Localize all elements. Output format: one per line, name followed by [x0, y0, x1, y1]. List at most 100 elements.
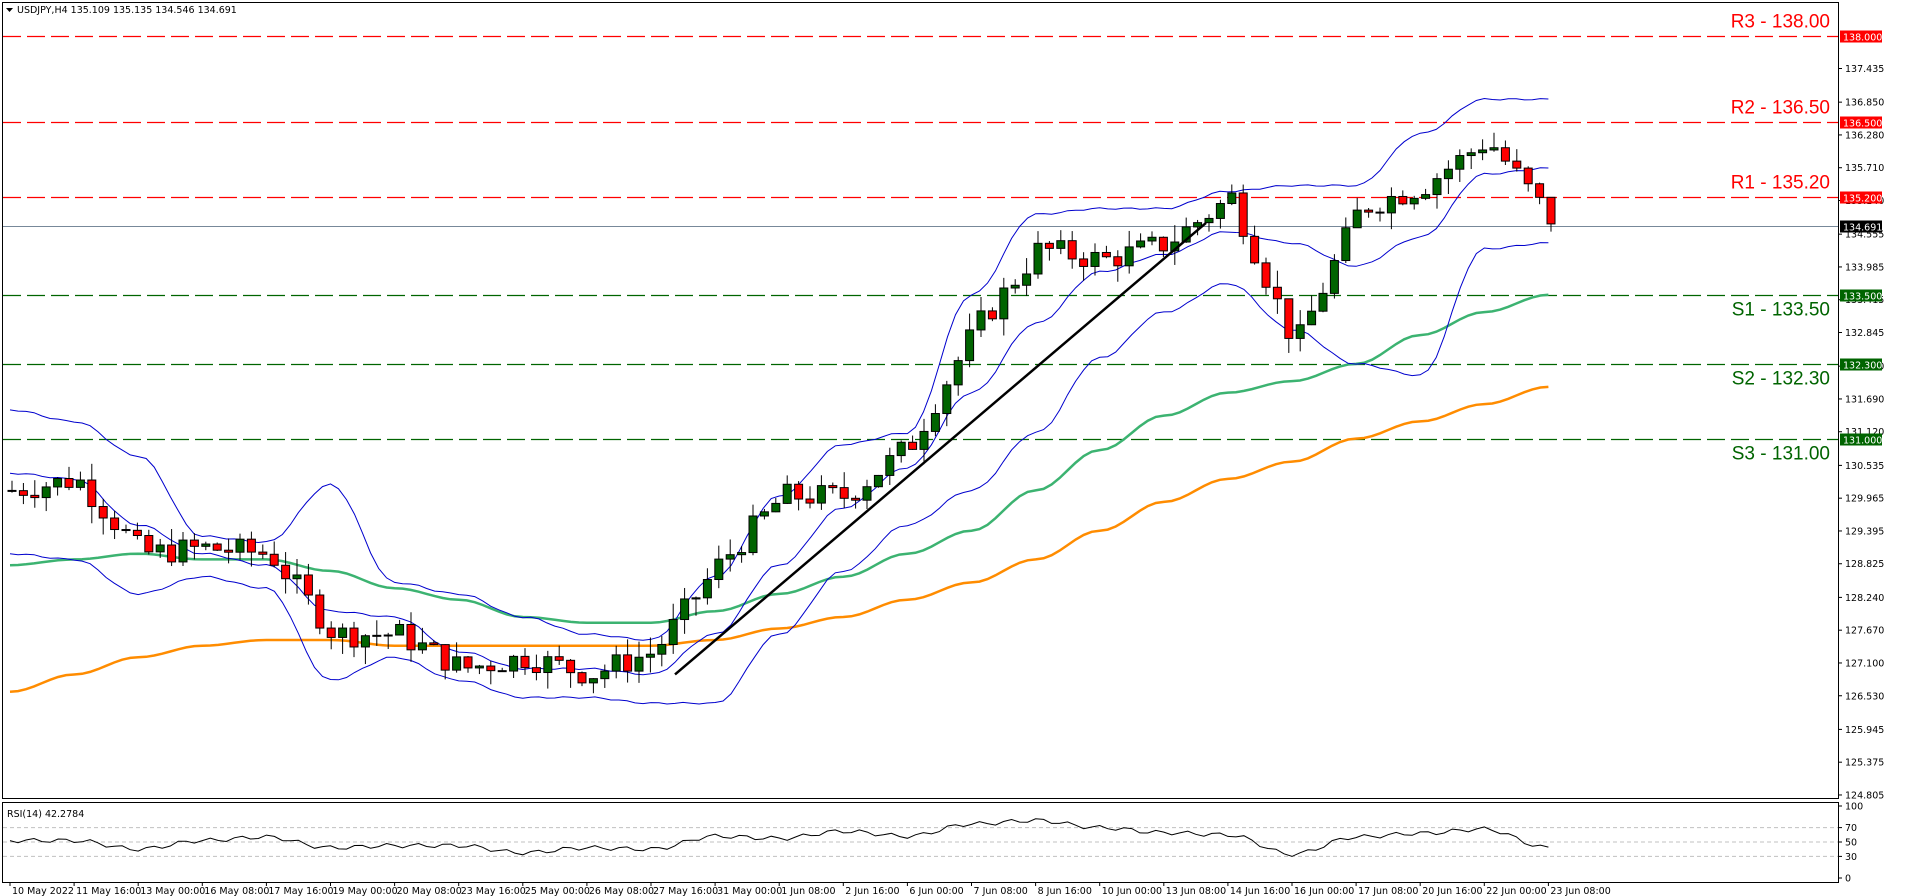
- time-axis-label: 10 May 2022: [12, 886, 74, 896]
- price-tick-label: 136.850: [1845, 98, 1884, 109]
- bear-candle: [349, 627, 359, 648]
- price-tick-label: 125.945: [1845, 725, 1884, 736]
- moving-average-green: [9, 293, 1549, 624]
- price-tick-label: 128.240: [1845, 593, 1884, 604]
- bear-candle: [1523, 167, 1533, 185]
- candlesticks: [7, 132, 1556, 694]
- bull-candle: [1421, 194, 1431, 199]
- bull-candle: [965, 329, 975, 362]
- main-chart-panel[interactable]: [2, 2, 1839, 799]
- price-tick-label: 128.825: [1845, 559, 1884, 570]
- bull-candle: [1307, 310, 1317, 326]
- time-axis-label: 27 May 16:00: [653, 886, 718, 896]
- bull-candle: [1181, 226, 1191, 243]
- level-price-badge: [1840, 358, 1882, 371]
- bear-candle: [1512, 160, 1522, 169]
- level-price-badge: [1840, 289, 1882, 302]
- bear-candle: [623, 654, 633, 672]
- level-label-s2: S2 - 132.30: [1732, 369, 1830, 390]
- bear-candle: [554, 656, 564, 661]
- rsi-tick-label: 30: [1845, 852, 1857, 863]
- triangle-down-icon[interactable]: [6, 8, 13, 12]
- bear-candle: [1067, 240, 1077, 260]
- bull-candle: [543, 656, 553, 674]
- bear-candle: [303, 574, 313, 596]
- level-price-badge-text: 133.500: [1843, 292, 1882, 303]
- chart-header: USDJPY,H4 135.109 135.135 134.546 134.69…: [6, 5, 237, 16]
- bear-candle: [87, 479, 97, 508]
- bull-candle: [588, 678, 598, 684]
- bear-candle: [167, 544, 177, 563]
- bull-candle: [372, 634, 382, 637]
- bull-candle: [1318, 292, 1328, 312]
- bull-candle: [953, 360, 963, 386]
- price-axis[interactable]: 137.435136.850136.280135.710135.140134.5…: [1838, 30, 1884, 802]
- bear-candle: [406, 623, 416, 651]
- bollinger-band-middle: [9, 167, 1549, 676]
- time-axis-label: 31 May 00:00: [717, 886, 782, 896]
- level-label-s1: S1 - 133.50: [1732, 300, 1830, 321]
- bull-candle: [1455, 155, 1465, 170]
- bear-candle: [258, 551, 268, 555]
- bear-candle: [212, 543, 222, 551]
- bear-candle: [246, 538, 256, 553]
- bull-candle: [1409, 197, 1419, 205]
- level-label-r1: R1 - 135.20: [1731, 173, 1830, 194]
- bear-candle: [1101, 251, 1111, 258]
- bull-candle: [1478, 149, 1488, 154]
- bear-candle: [805, 498, 815, 504]
- bear-candle: [132, 529, 142, 537]
- time-axis-label: 22 Jun 00:00: [1486, 886, 1546, 896]
- rsi-tick-label: 70: [1845, 823, 1857, 834]
- uptrend-line[interactable]: [674, 221, 1207, 676]
- current-price-badge-text: 134.691: [1843, 223, 1882, 234]
- bull-candle: [771, 502, 781, 513]
- bull-candle: [976, 310, 986, 331]
- bull-candle: [919, 430, 929, 450]
- bull-candle: [737, 552, 747, 556]
- price-tick-label: 129.965: [1845, 494, 1884, 505]
- bull-candle: [1341, 227, 1351, 262]
- bull-candle: [668, 619, 678, 645]
- bear-candle: [1546, 196, 1556, 225]
- time-axis-label: 20 May 08:00: [397, 886, 462, 896]
- bull-candle: [360, 635, 370, 648]
- bear-candle: [839, 487, 849, 499]
- bull-candle: [1329, 260, 1339, 294]
- bear-candle: [851, 497, 861, 501]
- bear-candle: [30, 494, 40, 499]
- rsi-tick-label: 100: [1845, 802, 1863, 813]
- time-axis-label: 19 May 00:00: [333, 886, 398, 896]
- price-tick-label: 125.375: [1845, 758, 1884, 769]
- bull-candle: [1204, 217, 1214, 224]
- bear-candle: [987, 310, 997, 320]
- time-axis-label: 23 Jun 08:00: [1550, 886, 1610, 896]
- level-price-badge-text: 131.000: [1843, 436, 1882, 447]
- bear-candle: [794, 483, 804, 500]
- bull-candle: [816, 485, 826, 504]
- bear-candle: [1261, 262, 1271, 288]
- bull-candle: [702, 579, 712, 599]
- level-label-r2: R2 - 136.50: [1731, 98, 1830, 119]
- time-axis-label: 23 May 16:00: [461, 886, 526, 896]
- bear-candle: [189, 539, 199, 547]
- bear-candle: [1113, 256, 1123, 267]
- bull-candle: [235, 538, 245, 553]
- bear-candle: [463, 656, 473, 669]
- bull-candle: [1432, 178, 1442, 196]
- bull-candle: [1090, 251, 1100, 267]
- bull-candle: [634, 656, 644, 672]
- bear-candle: [1500, 147, 1510, 162]
- level-price-badge: [1840, 116, 1882, 129]
- bull-candle: [1033, 242, 1043, 275]
- time-axis-label: 17 Jun 08:00: [1358, 886, 1418, 896]
- trendline[interactable]: [674, 221, 1207, 676]
- bull-candle: [395, 623, 405, 636]
- bull-candle: [383, 634, 393, 637]
- time-axis-label: 25 May 00:00: [525, 886, 590, 896]
- bull-candle: [725, 554, 735, 560]
- bull-candle: [201, 543, 211, 547]
- level-price-badge-text: 136.500: [1843, 119, 1882, 130]
- bull-candle: [942, 384, 952, 415]
